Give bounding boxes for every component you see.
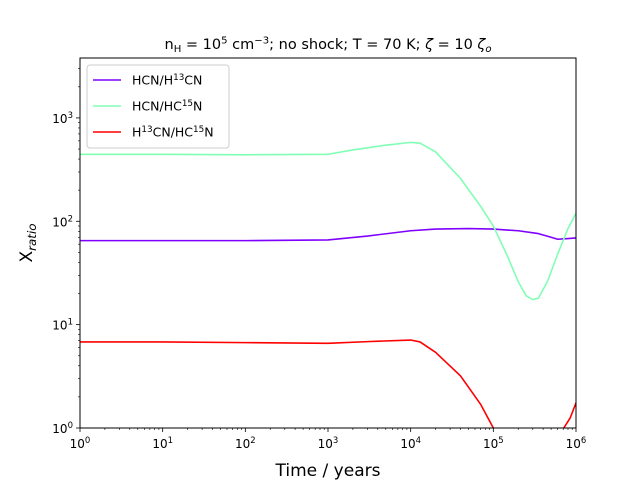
tick-exponent: 0 [68,421,73,431]
x-tick-label: 106 [566,436,587,451]
x-tick-label: 102 [235,436,256,451]
tick-exponent: 1 [68,318,73,328]
text-segment: 13 [173,73,184,83]
y-tick-label: 101 [52,318,73,333]
text-segment: 15 [182,99,193,109]
text-segment: N [204,125,213,140]
text-segment: 15 [193,125,204,135]
tick-base: 10 [566,437,581,451]
x-axis-label: Time / years [275,461,381,480]
tick-base: 10 [235,437,250,451]
text-segment: 5 [221,35,227,46]
y-tick-label: 103 [52,111,73,126]
legend-label: HCN/HC15N [132,99,202,114]
x-tick-label: 101 [152,436,173,451]
text-segment: = 10 [433,37,477,53]
legend-box [86,64,230,149]
text-segment: H [174,44,182,55]
tick-exponent: 2 [250,436,255,446]
text-segment: N [193,99,202,114]
text-segment: HCN/HC [132,99,182,114]
tick-base: 10 [152,437,167,451]
text-segment: ratio [25,223,39,250]
text-segment: CN/HC [153,125,194,140]
tick-base: 10 [52,319,67,333]
text-segment: n [164,37,173,53]
tick-base: 10 [52,112,67,126]
legend-label: H13CN/HC15N [132,125,214,140]
x-tick-label: 104 [400,436,421,451]
tick-exponent: 1 [168,436,173,446]
tick-base: 10 [52,422,67,436]
text-segment: 13 [141,125,152,135]
tick-base: 10 [400,437,415,451]
tick-exponent: 6 [581,436,586,446]
text-segment: o [485,44,491,55]
text-segment: cm [228,37,255,53]
y-tick-label: 100 [52,421,73,436]
text-segment: ; no shock; T = 70 K; [269,37,425,53]
tick-exponent: 3 [68,111,73,121]
plot-frame [79,57,577,429]
tick-exponent: 2 [68,214,73,224]
series-line-0 [80,227,576,242]
text-segment: CN [184,73,202,88]
text-segment: ζ [424,37,434,53]
text-segment: X [17,251,37,263]
chart-title: nH = 105 cm−3; no shock; T = 70 K; ζ = 1… [164,35,491,55]
tick-base: 10 [483,437,498,451]
tick-exponent: 0 [85,436,90,446]
text-segment: HCN/H [132,73,173,88]
tick-exponent: 5 [498,436,503,446]
text-segment: = 10 [181,37,221,53]
series-line-1 [80,141,576,301]
series-line-2-tail [562,402,576,428]
text-segment: H [132,125,141,140]
text-segment: ζ [476,37,486,53]
tick-base: 10 [52,215,67,229]
legend-label: HCN/H13CN [132,73,202,88]
x-tick-label: 100 [70,436,91,451]
tick-base: 10 [70,437,85,451]
y-tick-label: 102 [52,214,73,229]
series-line-2 [80,339,495,428]
x-tick-label: 103 [318,436,339,451]
x-tick-label: 105 [483,436,504,451]
y-axis-label: Xratio [17,223,39,262]
tick-base: 10 [318,437,333,451]
tick-exponent: 3 [333,436,338,446]
tick-exponent: 4 [416,436,421,446]
text-segment: −3 [254,35,269,46]
